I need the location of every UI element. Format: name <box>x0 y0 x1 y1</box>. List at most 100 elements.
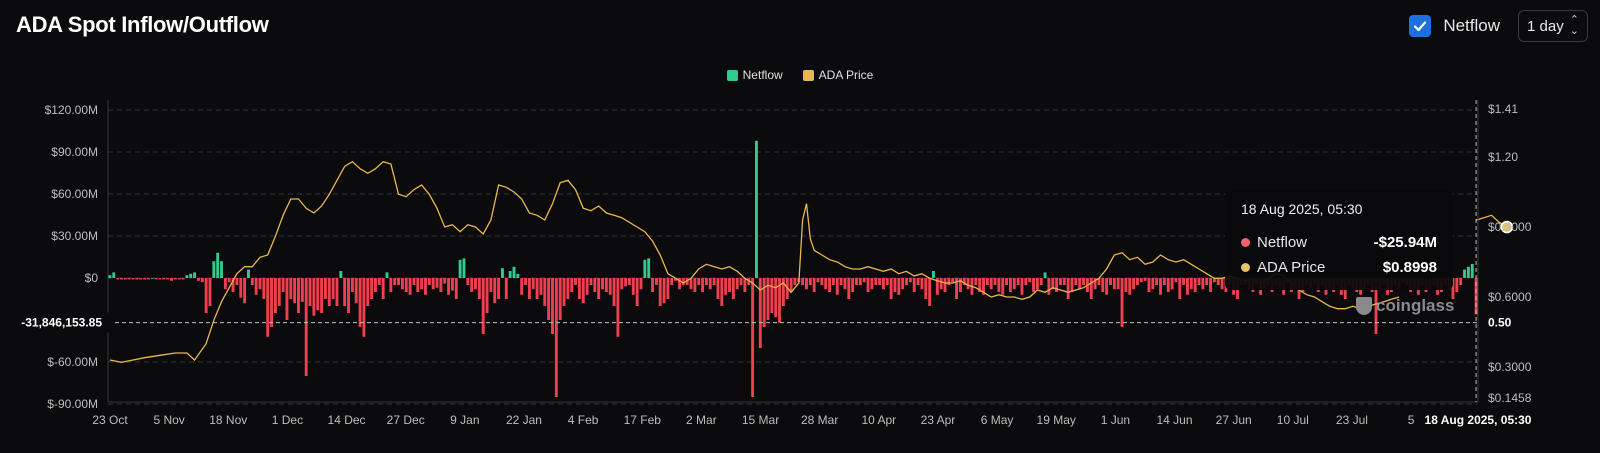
netflow-bar <box>647 258 651 278</box>
netflow-bar <box>108 275 112 278</box>
netflow-bar <box>243 278 247 304</box>
netflow-bar <box>855 278 858 285</box>
netflow-bar <box>285 278 289 320</box>
netflow-bar <box>1039 278 1043 285</box>
netflow-bar <box>535 278 539 299</box>
legend-label-ada-price: ADA Price <box>818 68 874 82</box>
netflow-bar <box>196 278 200 281</box>
netflow-checkbox-label[interactable]: Netflow <box>1443 16 1500 35</box>
y-left-tick-label: $60.00M <box>51 187 98 201</box>
netflow-bar <box>735 278 739 290</box>
x-tick-label: 2 Mar <box>686 413 717 427</box>
netflow-bar <box>889 278 893 299</box>
crosshair-left-label-bg <box>14 312 112 333</box>
tooltip-label-netflow: Netflow <box>1257 234 1308 251</box>
x-tick-label: 28 Mar <box>801 413 838 427</box>
netflow-bar <box>643 259 647 278</box>
netflow-bar <box>289 278 293 299</box>
netflow-bar <box>462 258 466 278</box>
netflow-bar <box>808 278 812 285</box>
netflow-bar <box>924 278 928 299</box>
netflow-bar <box>1062 278 1066 285</box>
netflow-bar <box>751 278 755 397</box>
netflow-bar <box>1374 278 1378 334</box>
netflow-bar <box>654 278 658 285</box>
netflow-bar <box>270 278 273 327</box>
netflow-bar <box>897 278 901 295</box>
netflow-bar <box>824 278 828 290</box>
interval-select[interactable]: 1 day ⌃ ⌄ <box>1518 10 1588 42</box>
netflow-bar <box>908 278 912 283</box>
netflow-bar <box>208 278 212 306</box>
netflow-bar <box>858 278 862 285</box>
netflow-bar <box>1170 278 1174 290</box>
netflow-bar <box>170 278 173 281</box>
coinglass-watermark: coinglass <box>1356 296 1454 316</box>
legend-item-netflow[interactable]: Netflow <box>726 68 783 82</box>
x-tick-label: 10 Jul <box>1277 413 1309 427</box>
netflow-bar <box>1178 278 1182 299</box>
x-tick-label: 6 May <box>981 413 1014 427</box>
netflow-bar <box>1089 278 1093 299</box>
netflow-bar <box>497 278 501 299</box>
netflow-bar <box>993 278 997 285</box>
netflow-bar <box>762 278 766 327</box>
netflow-bar <box>1082 278 1085 285</box>
netflow-bar <box>1028 278 1032 283</box>
x-tick-label: 1 Dec <box>272 413 303 427</box>
netflow-bar <box>200 278 204 283</box>
netflow-bar <box>801 278 805 285</box>
netflow-bar <box>1197 278 1201 285</box>
netflow-bar <box>612 278 616 306</box>
netflow-bar <box>162 278 166 280</box>
netflow-bar <box>393 278 397 285</box>
netflow-bar <box>1135 278 1139 285</box>
netflow-bar <box>947 278 951 285</box>
netflow-bar <box>674 278 678 281</box>
netflow-bar <box>1459 278 1463 285</box>
y-right-tick-label: $0.9000 <box>1488 220 1532 234</box>
netflow-bar <box>150 278 154 279</box>
netflow-bar <box>477 278 481 299</box>
netflow-bar <box>250 278 254 285</box>
x-tick-label: 23 Apr <box>921 413 956 427</box>
netflow-bar <box>185 275 189 278</box>
netflow-bar <box>720 278 724 306</box>
netflow-bar <box>120 278 123 280</box>
netflow-bar <box>1012 278 1016 290</box>
netflow-bar <box>793 278 797 285</box>
netflow-bar <box>531 278 535 290</box>
netflow-bar <box>724 278 728 295</box>
y-right-tick-label: $1.20 <box>1488 150 1518 164</box>
netflow-bar <box>266 278 270 337</box>
netflow-bar <box>1193 278 1197 292</box>
netflow-bar <box>816 278 820 283</box>
page-title: ADA Spot Inflow/Outflow <box>16 12 269 37</box>
netflow-bar <box>1101 278 1105 292</box>
x-tick-label: 18 Nov <box>209 413 247 427</box>
netflow-bar <box>912 278 916 292</box>
netflow-bar <box>123 278 127 280</box>
netflow-bar <box>239 278 243 298</box>
netflow-bar <box>366 278 370 306</box>
x-tick-label: 5 Nov <box>153 413 184 427</box>
netflow-bar <box>127 278 131 280</box>
netflow-bar <box>1143 278 1147 281</box>
netflow-bar <box>116 278 120 280</box>
netflow-bar <box>639 278 643 290</box>
x-tick-label: 15 Mar <box>742 413 779 427</box>
netflow-bar <box>527 278 531 299</box>
x-tick-label: 22 Jan <box>506 413 542 427</box>
y-left-tick-label: $-90.00M <box>47 397 98 411</box>
netflow-bar <box>974 278 978 285</box>
x-tick-label: 23 Oct <box>92 413 128 427</box>
netflow-bar <box>543 278 547 306</box>
tooltip-value-netflow: -$25.94M <box>1373 234 1437 251</box>
crosshair-x-label: 18 Aug 2025, 05:30 <box>1425 413 1532 427</box>
legend-item-ada-price[interactable]: ADA Price <box>802 68 874 82</box>
netflow-checkbox[interactable] <box>1409 15 1432 37</box>
netflow-bar <box>604 278 608 292</box>
netflow-bar <box>458 259 462 278</box>
netflow-bar <box>701 278 705 292</box>
